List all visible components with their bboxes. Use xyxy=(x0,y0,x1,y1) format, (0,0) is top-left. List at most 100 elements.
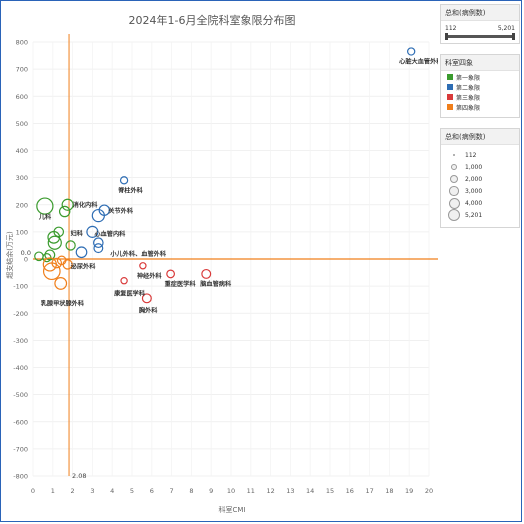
case-count-filter-panel: 总和(病例数) 112 5,201 xyxy=(440,4,520,44)
y-tick-label: 300 xyxy=(16,174,28,182)
chart-title: 2024年1-6月全院科室象限分布图 xyxy=(129,13,296,27)
y-tick-label: 600 xyxy=(16,93,28,101)
legend-label: 第二象限 xyxy=(456,84,481,92)
y-tick-label: -500 xyxy=(13,391,28,399)
point-label: 消化内科 xyxy=(73,201,99,209)
y-tick-label: 500 xyxy=(16,120,28,128)
point-labels: 心脏大血管外科脊柱外科关节外科心血管内科小儿外科、血管外科 消化内科儿科妇科泌尿外… xyxy=(38,57,438,314)
x-tick-label: 4 xyxy=(110,487,114,495)
y-tick-label: -200 xyxy=(13,310,28,318)
y-tick-label: 200 xyxy=(16,201,28,209)
case-count-size-legend: 总和(病例数) 112 1,000 2,000 3,000 4,000 5,201 xyxy=(440,128,520,228)
size-legend-item: 5,201 xyxy=(441,209,519,221)
x-tick-label: 2 xyxy=(71,487,75,495)
x-tick-label: 10 xyxy=(227,487,235,495)
y-tick-label: 100 xyxy=(16,228,28,236)
x-axis-title: 科室CMI xyxy=(219,505,246,514)
range-slider-min-handle[interactable] xyxy=(445,33,448,40)
data-point xyxy=(166,269,176,279)
size-legend-item: 3,000 xyxy=(441,185,519,197)
size-legend-circle xyxy=(453,154,455,156)
data-point xyxy=(75,246,88,259)
data-point xyxy=(86,225,99,238)
size-legend-label: 1,000 xyxy=(465,163,483,171)
size-legend-circle xyxy=(448,197,460,209)
x-tick-label: 9 xyxy=(209,487,213,495)
filter-title: 总和(病例数) xyxy=(441,5,519,21)
x-tick-label: 12 xyxy=(266,487,274,495)
size-legend-circle xyxy=(450,175,458,183)
legend-label: 第四象限 xyxy=(456,104,481,112)
size-legend-item: 112 xyxy=(441,149,519,161)
point-label: 脊柱外科 xyxy=(117,186,144,194)
range-max-label: 5,201 xyxy=(497,25,515,32)
x-tick-label: 5 xyxy=(130,487,134,495)
size-legend-label: 4,000 xyxy=(465,199,483,207)
data-point xyxy=(54,276,68,290)
size-legend-title: 总和(病例数) xyxy=(441,129,519,145)
color-legend-item[interactable]: 第四象限 xyxy=(441,101,519,112)
point-label: 脑血管病科 xyxy=(200,280,232,288)
size-legend-label: 2,000 xyxy=(465,175,483,183)
y-tick-label: -800 xyxy=(13,473,28,481)
data-point xyxy=(407,47,416,56)
axis-ticks: 8007006005004003002001000-100-200-300-40… xyxy=(13,39,433,496)
range-slider-track[interactable] xyxy=(445,33,515,40)
data-point xyxy=(58,205,71,218)
range-labels: 112 5,201 xyxy=(441,21,519,32)
reference-lines: 2.08 0.0 xyxy=(21,34,438,480)
data-points xyxy=(34,47,416,304)
data-point xyxy=(61,198,74,211)
point-label: 关节外科 xyxy=(108,207,134,215)
x-tick-label: 11 xyxy=(247,487,255,495)
y-tick-label: 700 xyxy=(16,66,28,74)
point-label: 乳腺甲状腺外科 xyxy=(41,299,85,307)
point-label: 小儿外科、血管外科 xyxy=(109,250,166,258)
point-label: 重症医学科 xyxy=(165,280,197,288)
color-legend-item[interactable]: 第一象限 xyxy=(441,71,519,82)
x-tick-label: 18 xyxy=(385,487,393,495)
point-label: 妇科 xyxy=(70,229,84,237)
y-tick-label: 800 xyxy=(16,39,28,47)
y-tick-label: -100 xyxy=(13,283,28,291)
color-legend-title: 科室四象 xyxy=(441,55,519,71)
horizontal-reference-label: 0.0 xyxy=(21,249,31,257)
size-legend-label: 3,000 xyxy=(465,187,483,195)
x-tick-label: 19 xyxy=(405,487,413,495)
data-point xyxy=(201,268,212,279)
range-slider-max-handle[interactable] xyxy=(512,33,515,40)
point-label: 心血管内科 xyxy=(94,230,126,238)
size-legend-item: 2,000 xyxy=(441,173,519,185)
point-label: 心脏大血管外科 xyxy=(399,57,438,65)
data-point xyxy=(62,259,73,270)
y-tick-label: -600 xyxy=(13,418,28,426)
x-tick-label: 16 xyxy=(346,487,354,495)
range-min-label: 112 xyxy=(445,25,457,32)
color-legend-item[interactable]: 第三象限 xyxy=(441,91,519,102)
data-point xyxy=(51,257,63,269)
data-point xyxy=(93,243,104,254)
point-label: 胸外科 xyxy=(139,306,158,314)
data-point xyxy=(47,235,62,250)
legend-swatch xyxy=(447,104,453,110)
x-tick-label: 8 xyxy=(189,487,193,495)
x-tick-label: 1 xyxy=(51,487,55,495)
y-tick-label: -400 xyxy=(13,364,28,372)
y-tick-label: -300 xyxy=(13,337,28,345)
quadrant-color-legend: 科室四象 第一象限第二象限 第三象限第四象限 xyxy=(440,54,520,118)
quadrant-scatter-chart: 2024年1-6月全院科室象限分布图 800 700 600 500 400 300 200… xyxy=(5,13,438,514)
size-legend-circle xyxy=(448,209,460,221)
color-legend-item[interactable]: 第二象限 xyxy=(441,81,519,92)
x-tick-label: 3 xyxy=(90,487,94,495)
data-point xyxy=(65,240,76,251)
data-point xyxy=(36,197,54,215)
x-tick-label: 14 xyxy=(306,487,314,495)
size-legend-circle xyxy=(449,186,459,196)
y-tick-label: -700 xyxy=(13,445,28,453)
data-point xyxy=(91,208,105,223)
size-legend-item: 4,000 xyxy=(441,197,519,209)
y-tick-label: 400 xyxy=(16,147,28,155)
x-tick-label: 6 xyxy=(150,487,154,495)
x-tick-label: 13 xyxy=(286,487,294,495)
